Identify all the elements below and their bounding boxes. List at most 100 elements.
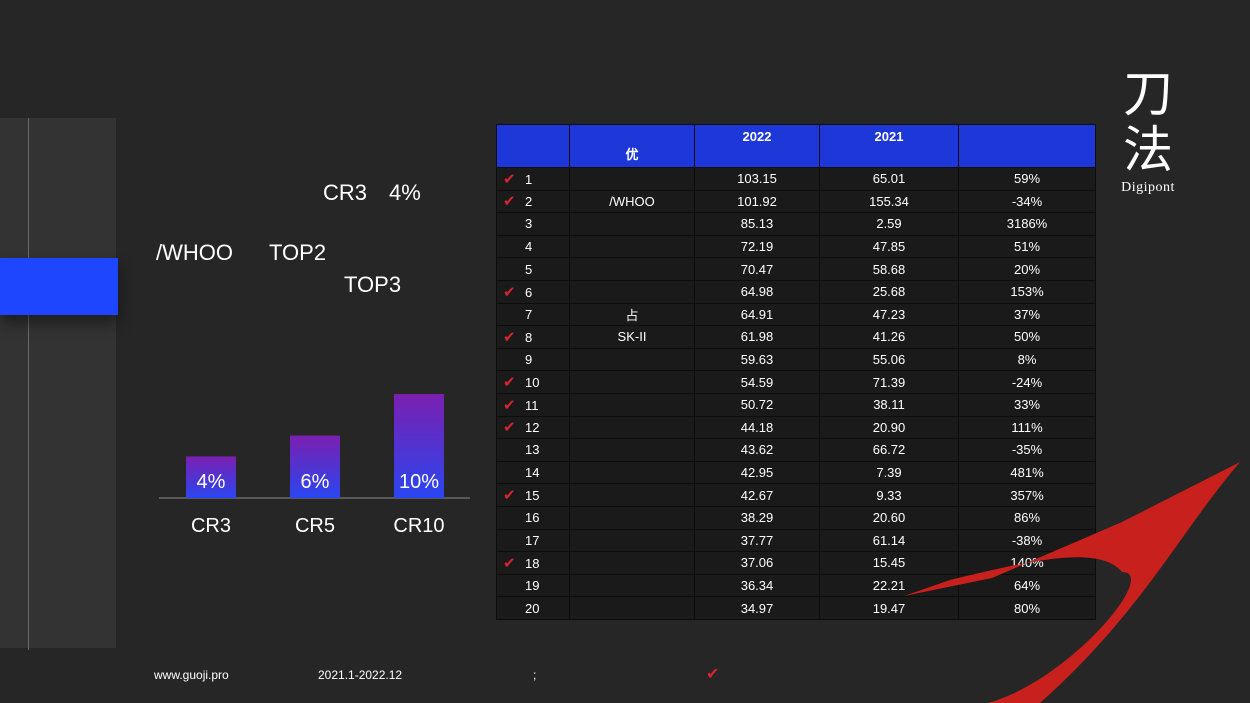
table-row: 5 70.47 58.68 20% bbox=[496, 257, 1096, 281]
rank-number: 4 bbox=[525, 239, 533, 255]
cell-2021: 7.39 bbox=[819, 460, 959, 485]
cell-2021: 20.90 bbox=[819, 415, 959, 440]
cell-rank: 14 bbox=[496, 460, 570, 485]
cell-growth: 111% bbox=[958, 415, 1096, 440]
cell-growth: 3186% bbox=[958, 212, 1096, 236]
cell-2021: 2.59 bbox=[819, 212, 959, 236]
rank-number: 15 bbox=[525, 488, 540, 504]
table-row: ✔ 12 44.18 20.90 111% bbox=[496, 415, 1096, 440]
cell-brand bbox=[569, 234, 695, 259]
check-icon: ✔ bbox=[503, 193, 516, 211]
cell-brand bbox=[569, 392, 695, 417]
header-2021: 2021 bbox=[819, 124, 959, 168]
cell-2021: 61.14 bbox=[819, 528, 959, 553]
cell-2022: 54.59 bbox=[694, 370, 820, 394]
cell-growth: 20% bbox=[958, 257, 1096, 281]
check-icon: ✔ bbox=[503, 396, 516, 414]
bar-value-label: 4% bbox=[197, 471, 226, 493]
headline-whoo: /WHOO bbox=[156, 240, 233, 265]
headline-top3: TOP3 bbox=[344, 272, 402, 297]
cell-growth: -24% bbox=[958, 370, 1096, 394]
table-row: 14 42.95 7.39 481% bbox=[496, 460, 1096, 485]
table-row: 3 85.13 2.59 3186% bbox=[496, 212, 1096, 236]
cell-brand bbox=[569, 596, 695, 620]
cell-brand bbox=[569, 528, 695, 553]
header-rank bbox=[496, 124, 570, 168]
brand-logo: 刀 法 Digipont bbox=[1117, 66, 1179, 196]
rank-number: 14 bbox=[525, 465, 540, 481]
cell-growth: 8% bbox=[958, 347, 1096, 372]
cell-2022: 72.19 bbox=[694, 234, 820, 259]
cell-brand bbox=[569, 257, 695, 281]
side-divider-line bbox=[28, 118, 29, 650]
cell-2022: 70.47 bbox=[694, 257, 820, 281]
rank-number: 10 bbox=[525, 375, 540, 391]
cell-growth: 64% bbox=[958, 573, 1096, 598]
table-row: ✔ 1 103.15 65.01 59% bbox=[496, 167, 1096, 191]
swoosh-graphic bbox=[904, 462, 1240, 703]
cell-brand bbox=[569, 415, 695, 440]
cell-2022: 42.67 bbox=[694, 483, 820, 507]
cell-rank: ✔ 12 bbox=[496, 415, 570, 440]
cell-brand bbox=[569, 460, 695, 485]
cell-rank: 17 bbox=[496, 528, 570, 553]
rank-number: 7 bbox=[525, 306, 533, 322]
cell-growth: 86% bbox=[958, 505, 1096, 530]
cell-brand bbox=[569, 438, 695, 462]
cell-2022: 36.34 bbox=[694, 573, 820, 598]
table-body: ✔ 1 103.15 65.01 59% ✔ 2/WHOO 101.92 155.34 -34% 3… bbox=[496, 167, 1096, 620]
table-row: ✔ 8 SK-II 61.98 41.26 50% bbox=[496, 325, 1096, 349]
cell-rank: ✔ 10 bbox=[496, 370, 570, 394]
rank-number: 6 bbox=[525, 284, 533, 300]
cell-rank: ✔ 15 bbox=[496, 483, 570, 507]
cell-2022: 38.29 bbox=[694, 505, 820, 530]
table-row: ✔ 10 54.59 71.39 -24% bbox=[496, 370, 1096, 394]
cell-2022: 103.15 bbox=[694, 167, 820, 191]
bar-cr10 bbox=[394, 394, 444, 498]
cell-rank: ✔ 1 bbox=[496, 167, 570, 191]
logo-english: Digipont bbox=[1121, 180, 1175, 195]
cell-2021: 155.34 bbox=[819, 189, 959, 214]
cell-brand bbox=[569, 573, 695, 598]
rank-number: 1 bbox=[525, 171, 533, 187]
cell-rank: 19 bbox=[496, 573, 570, 598]
table-row: 20 34.97 19.47 80% bbox=[496, 596, 1096, 620]
cell-brand: SK-II bbox=[569, 325, 695, 349]
logo-char-2: 法 bbox=[1123, 121, 1173, 179]
cell-brand bbox=[569, 505, 695, 530]
cell-brand bbox=[569, 212, 695, 236]
check-icon: ✔ bbox=[503, 487, 516, 505]
check-icon: ✔ bbox=[503, 328, 516, 346]
cell-growth: 37% bbox=[958, 302, 1096, 327]
check-icon: ✔ bbox=[503, 170, 516, 188]
rank-number: 8 bbox=[525, 329, 533, 345]
cell-2021: 20.60 bbox=[819, 505, 959, 530]
cell-2022: 64.91 bbox=[694, 302, 820, 327]
cell-brand bbox=[569, 167, 695, 191]
ranking-table: 优 2022 2021 ✔ 1 103.15 65.01 59% ✔ 2/WHOO 101.9… bbox=[496, 124, 1096, 620]
cell-growth: -38% bbox=[958, 528, 1096, 553]
cell-2022: 43.62 bbox=[694, 438, 820, 462]
cell-rank: 20 bbox=[496, 596, 570, 620]
header-2022: 2022 bbox=[694, 124, 820, 168]
cell-2022: 37.06 bbox=[694, 551, 820, 575]
cell-rank: 13 bbox=[496, 438, 570, 462]
cell-rank: 9 bbox=[496, 347, 570, 372]
cell-growth: 357% bbox=[958, 483, 1096, 507]
cell-growth: 51% bbox=[958, 234, 1096, 259]
rank-number: 13 bbox=[525, 442, 540, 458]
cell-2022: 61.98 bbox=[694, 325, 820, 349]
cell-2021: 71.39 bbox=[819, 370, 959, 394]
rank-number: 18 bbox=[525, 555, 540, 571]
headline-top2: TOP2 bbox=[269, 240, 327, 265]
cell-growth: 50% bbox=[958, 325, 1096, 349]
bar-value-label: 6% bbox=[301, 471, 330, 493]
cell-2021: 65.01 bbox=[819, 167, 959, 191]
cell-brand: 占 bbox=[569, 302, 695, 327]
cell-brand bbox=[569, 347, 695, 372]
check-icon: ✔ bbox=[706, 666, 720, 683]
ranking-table-wrap: 优 2022 2021 ✔ 1 103.15 65.01 59% ✔ 2/WHOO 101.9… bbox=[496, 124, 1096, 620]
cell-2022: 50.72 bbox=[694, 392, 820, 417]
cell-2021: 19.47 bbox=[819, 596, 959, 620]
table-header-row: 优 2022 2021 bbox=[496, 124, 1096, 168]
